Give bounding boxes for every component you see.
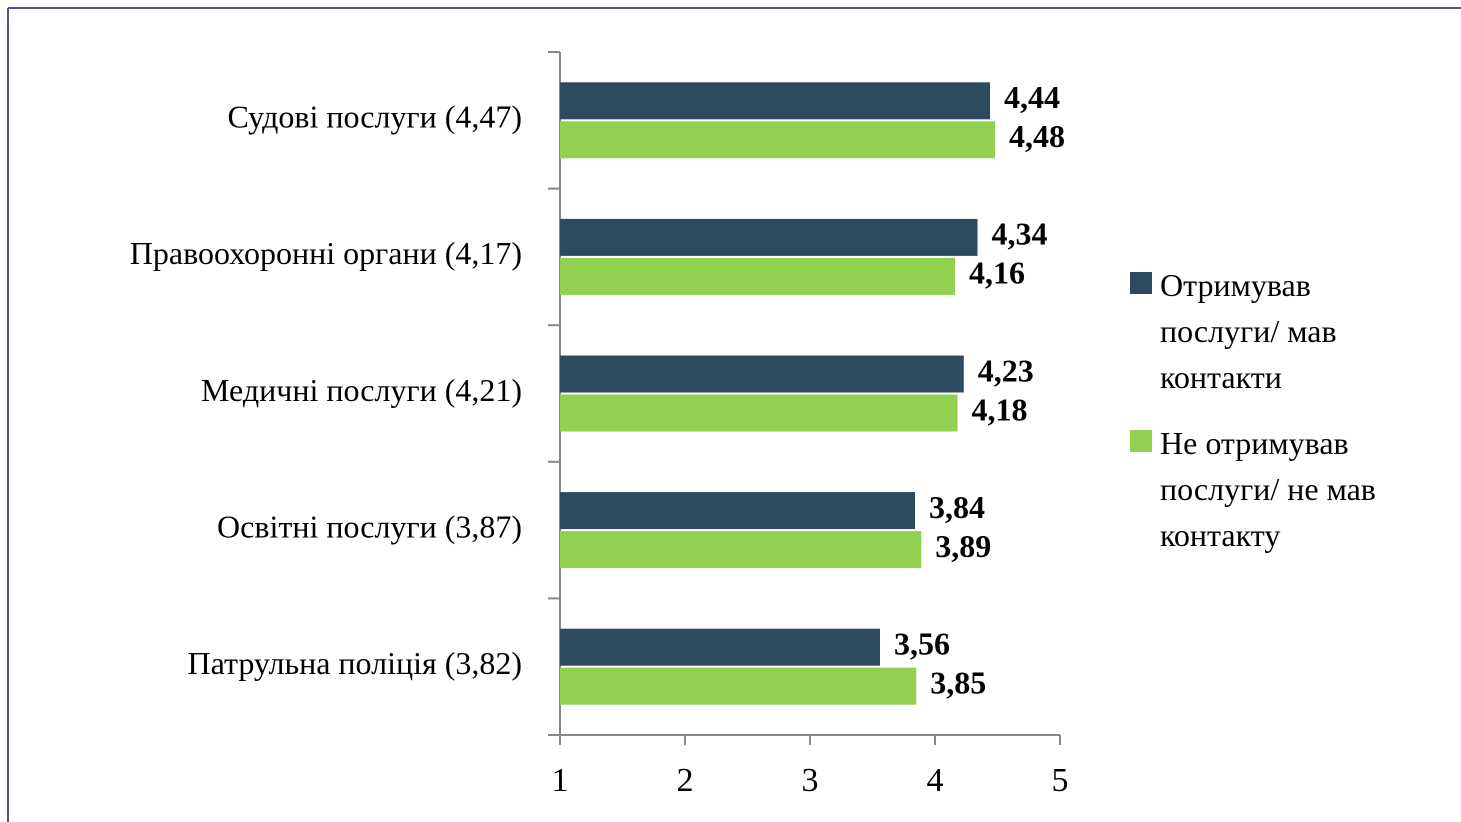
legend-swatch xyxy=(1130,272,1152,294)
value-label: 3,89 xyxy=(935,528,991,564)
legend-item: Отримував послуги/ мав контакти xyxy=(1130,262,1430,400)
value-label: 3,56 xyxy=(894,626,950,662)
value-label: 4,34 xyxy=(992,216,1048,252)
category-label: Патрульна поліція (3,82) xyxy=(187,645,522,681)
value-label: 4,44 xyxy=(1004,79,1060,115)
x-tick-label: 5 xyxy=(1052,762,1069,799)
x-tick-label: 2 xyxy=(677,762,694,799)
bar xyxy=(560,492,915,530)
bar xyxy=(560,628,880,666)
x-tick-label: 4 xyxy=(927,762,944,799)
category-label: Правоохоронні органи (4,17) xyxy=(130,235,522,271)
value-label: 4,48 xyxy=(1009,118,1065,154)
bar xyxy=(560,218,978,256)
bar xyxy=(560,667,917,705)
legend-label: Не отримував послуги/ не мав контакту xyxy=(1160,425,1376,553)
bar xyxy=(560,82,990,120)
x-tick-label: 3 xyxy=(802,762,819,799)
bar xyxy=(560,257,955,295)
bar xyxy=(560,531,922,569)
value-label: 3,84 xyxy=(929,489,985,525)
legend-swatch xyxy=(1130,430,1152,452)
value-label: 4,16 xyxy=(969,255,1025,291)
value-label: 3,85 xyxy=(930,665,986,701)
legend-item: Не отримував послуги/ не мав контакту xyxy=(1130,420,1430,558)
value-label: 4,23 xyxy=(978,352,1034,388)
legend: Отримував послуги/ мав контакти Не отриму… xyxy=(1130,262,1430,578)
category-label: Судові послуги (4,47) xyxy=(228,99,522,135)
value-label: 4,18 xyxy=(972,391,1028,427)
bar xyxy=(560,394,958,432)
category-label: Освітні послуги (3,87) xyxy=(217,508,522,544)
legend-label: Отримував послуги/ мав контакти xyxy=(1160,267,1337,395)
category-label: Медичні послуги (4,21) xyxy=(201,372,522,408)
bar xyxy=(560,121,995,159)
bar xyxy=(560,355,964,393)
x-tick-label: 1 xyxy=(552,762,569,799)
